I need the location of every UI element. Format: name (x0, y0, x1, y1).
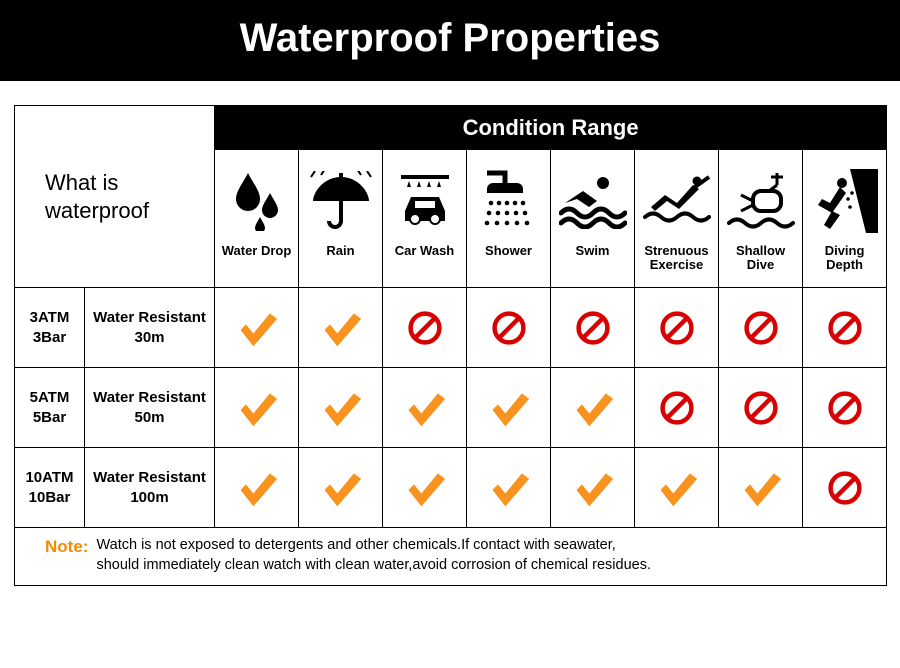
condition-label: Car Wash (383, 244, 466, 280)
check-icon (215, 288, 299, 368)
condition-label: Diving Depth (803, 244, 886, 280)
no-icon (551, 288, 635, 368)
no-icon (719, 368, 803, 448)
condition-label: Water Drop (215, 244, 298, 280)
no-icon (803, 368, 887, 448)
condition-label: Strenuous Exercise (635, 244, 718, 280)
car_wash-icon (383, 158, 466, 244)
desc-cell: Water Resistant 50m (85, 368, 215, 448)
condition-header-water_drop: Water Drop (215, 150, 299, 288)
check-icon (551, 448, 635, 528)
corner-label: What is waterproof (45, 170, 149, 223)
shower-icon (467, 158, 550, 244)
condition-header-rain: Rain (299, 150, 383, 288)
check-icon (215, 448, 299, 528)
check-icon (719, 448, 803, 528)
condition-label: Swim (551, 244, 634, 280)
waterproof-table: What is waterproof Condition Range Water… (14, 105, 887, 586)
swim-icon (551, 158, 634, 244)
atm-cell: 5ATM 5Bar (15, 368, 85, 448)
note-cell: Note: Watch is not exposed to detergents… (15, 528, 887, 586)
check-icon (551, 368, 635, 448)
no-icon (635, 368, 719, 448)
note-text: Watch is not exposed to detergents and o… (96, 536, 651, 575)
page-title: Waterproof Properties (0, 0, 900, 81)
desc-cell: Water Resistant 30m (85, 288, 215, 368)
check-icon (299, 448, 383, 528)
desc-cell: Water Resistant 100m (85, 448, 215, 528)
diving_depth-icon (803, 158, 886, 244)
table-row: 3ATM 3BarWater Resistant 30m (15, 288, 887, 368)
atm-cell: 10ATM 10Bar (15, 448, 85, 528)
rain-icon (299, 158, 382, 244)
check-icon (299, 288, 383, 368)
check-icon (467, 368, 551, 448)
condition-header-shower: Shower (467, 150, 551, 288)
no-icon (803, 448, 887, 528)
condition-header-strenuous: Strenuous Exercise (635, 150, 719, 288)
table-row: 10ATM 10BarWater Resistant 100m (15, 448, 887, 528)
check-icon (383, 368, 467, 448)
no-icon (803, 288, 887, 368)
water_drop-icon (215, 158, 298, 244)
condition-label: Rain (299, 244, 382, 280)
no-icon (719, 288, 803, 368)
atm-cell: 3ATM 3Bar (15, 288, 85, 368)
condition-range-header: Condition Range (215, 106, 887, 150)
check-icon (383, 448, 467, 528)
shallow_dive-icon (719, 158, 802, 244)
condition-header-car_wash: Car Wash (383, 150, 467, 288)
note-label: Note: (45, 537, 88, 556)
no-icon (383, 288, 467, 368)
condition-label: Shower (467, 244, 550, 280)
no-icon (635, 288, 719, 368)
condition-label: Shallow Dive (719, 244, 802, 280)
condition-header-swim: Swim (551, 150, 635, 288)
check-icon (299, 368, 383, 448)
condition-header-diving_depth: Diving Depth (803, 150, 887, 288)
check-icon (467, 448, 551, 528)
condition-header-shallow_dive: Shallow Dive (719, 150, 803, 288)
corner-header: What is waterproof (15, 106, 215, 288)
table-row: 5ATM 5BarWater Resistant 50m (15, 368, 887, 448)
no-icon (467, 288, 551, 368)
table-container: What is waterproof Condition Range Water… (0, 81, 900, 586)
strenuous-icon (635, 158, 718, 244)
check-icon (215, 368, 299, 448)
check-icon (635, 448, 719, 528)
